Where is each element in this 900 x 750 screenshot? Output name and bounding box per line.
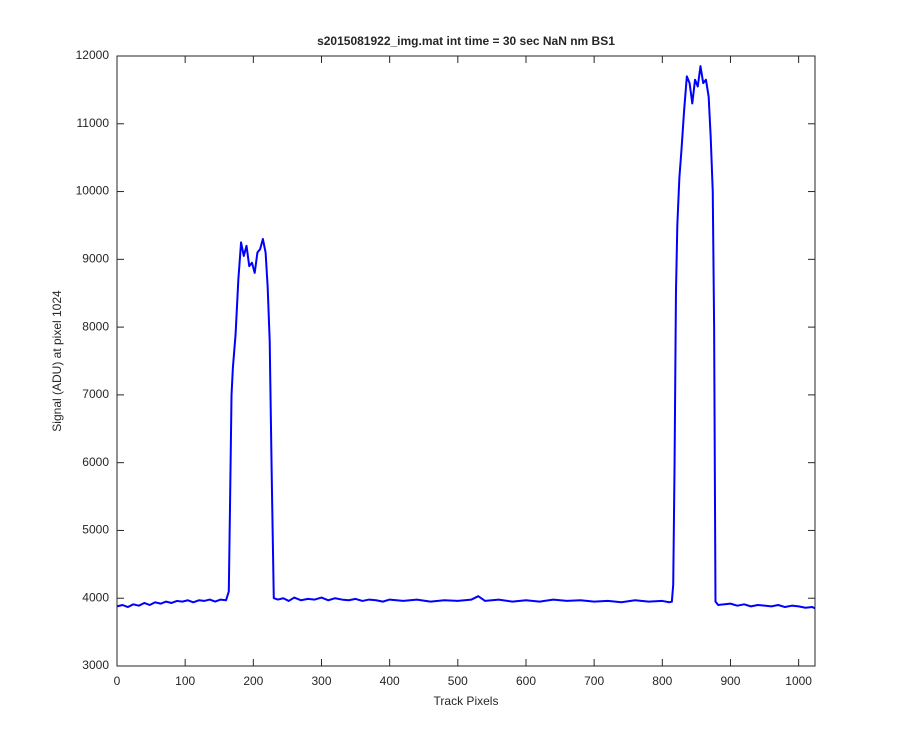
- x-tick-label: 200: [243, 674, 263, 688]
- x-tick-label: 400: [380, 674, 400, 688]
- x-tick-label: 600: [516, 674, 536, 688]
- y-tick-label: 12000: [76, 48, 110, 62]
- y-tick-label: 3000: [82, 658, 109, 672]
- chart-title: s2015081922_img.mat int time = 30 sec Na…: [317, 34, 615, 48]
- y-tick-label: 7000: [82, 387, 109, 401]
- axes-box: [116, 55, 816, 667]
- x-tick-label: 100: [175, 674, 195, 688]
- y-tick-label: 11000: [77, 116, 110, 130]
- x-tick-label: 0: [114, 674, 121, 688]
- x-tick-label: 500: [448, 674, 468, 688]
- x-tick-label: 800: [652, 674, 672, 688]
- y-axis-label: Signal (ADU) at pixel 1024: [50, 290, 64, 432]
- y-tick-label: 9000: [82, 252, 109, 266]
- data-line: [116, 65, 816, 610]
- y-tick-label: 8000: [82, 319, 109, 333]
- y-tick-label: 5000: [82, 523, 109, 537]
- y-tick-label: 10000: [76, 184, 110, 198]
- y-tick-label: 4000: [82, 590, 109, 604]
- y-tick-label: 6000: [82, 455, 109, 469]
- x-tick-label: 1000: [785, 674, 812, 688]
- x-tick-label: 700: [584, 674, 604, 688]
- x-tick-label: 900: [720, 674, 740, 688]
- x-tick-label: 300: [311, 674, 331, 688]
- x-axis-label: Track Pixels: [434, 694, 499, 708]
